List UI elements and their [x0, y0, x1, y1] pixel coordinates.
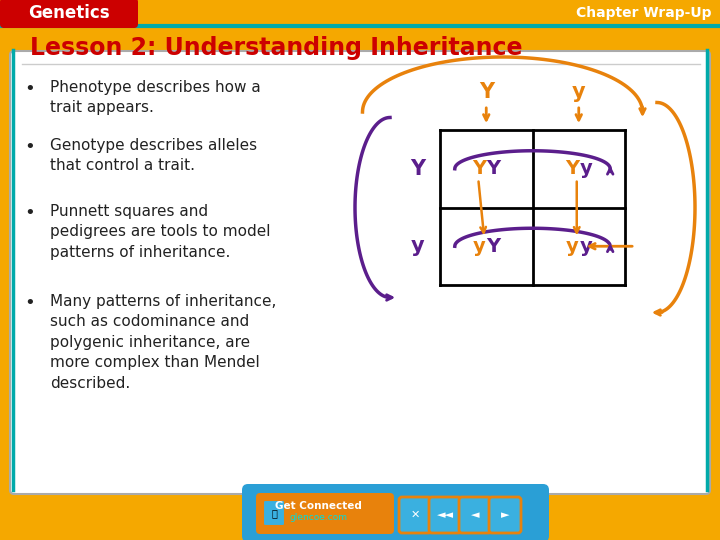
Text: Y: Y [472, 159, 486, 178]
Text: y: y [580, 237, 592, 256]
Text: Y: Y [486, 237, 500, 256]
Text: Y: Y [410, 159, 426, 179]
Text: Y: Y [479, 82, 494, 102]
Text: y: y [411, 237, 425, 256]
Text: •: • [24, 80, 35, 98]
Text: glencoe.com: glencoe.com [289, 514, 347, 523]
Text: y: y [580, 159, 592, 178]
Text: ◄: ◄ [471, 510, 480, 520]
Text: Punnett squares and
pedigrees are tools to model
patterns of inheritance.: Punnett squares and pedigrees are tools … [50, 204, 271, 260]
Text: Chapter Wrap-Up: Chapter Wrap-Up [577, 6, 712, 20]
Text: Many patterns of inheritance,
such as codominance and
polygenic inheritance, are: Many patterns of inheritance, such as co… [50, 294, 276, 390]
Text: Get Connected: Get Connected [274, 501, 361, 511]
FancyBboxPatch shape [0, 0, 720, 25]
Text: ◄◄: ◄◄ [436, 510, 454, 520]
Text: •: • [24, 294, 35, 312]
FancyBboxPatch shape [263, 500, 285, 526]
Text: Genetics: Genetics [28, 4, 110, 22]
Text: ✕: ✕ [410, 510, 420, 520]
Text: •: • [24, 138, 35, 156]
FancyBboxPatch shape [459, 497, 491, 533]
Text: y: y [565, 237, 578, 256]
FancyBboxPatch shape [0, 0, 138, 28]
FancyBboxPatch shape [489, 497, 521, 533]
FancyBboxPatch shape [10, 51, 710, 494]
FancyBboxPatch shape [242, 484, 549, 540]
Text: ►: ► [500, 510, 509, 520]
Text: y: y [473, 237, 485, 256]
Text: y: y [572, 82, 585, 102]
FancyBboxPatch shape [399, 497, 431, 533]
Text: Genotype describes alleles
that control a trait.: Genotype describes alleles that control … [50, 138, 257, 173]
Text: 📱: 📱 [271, 508, 277, 518]
Text: Y: Y [564, 159, 579, 178]
Text: •: • [24, 204, 35, 222]
FancyBboxPatch shape [256, 493, 394, 534]
Text: Y: Y [486, 159, 500, 178]
FancyBboxPatch shape [429, 497, 461, 533]
Text: Lesson 2: Understanding Inheritance: Lesson 2: Understanding Inheritance [30, 36, 523, 60]
Text: Phenotype describes how a
trait appears.: Phenotype describes how a trait appears. [50, 80, 261, 116]
